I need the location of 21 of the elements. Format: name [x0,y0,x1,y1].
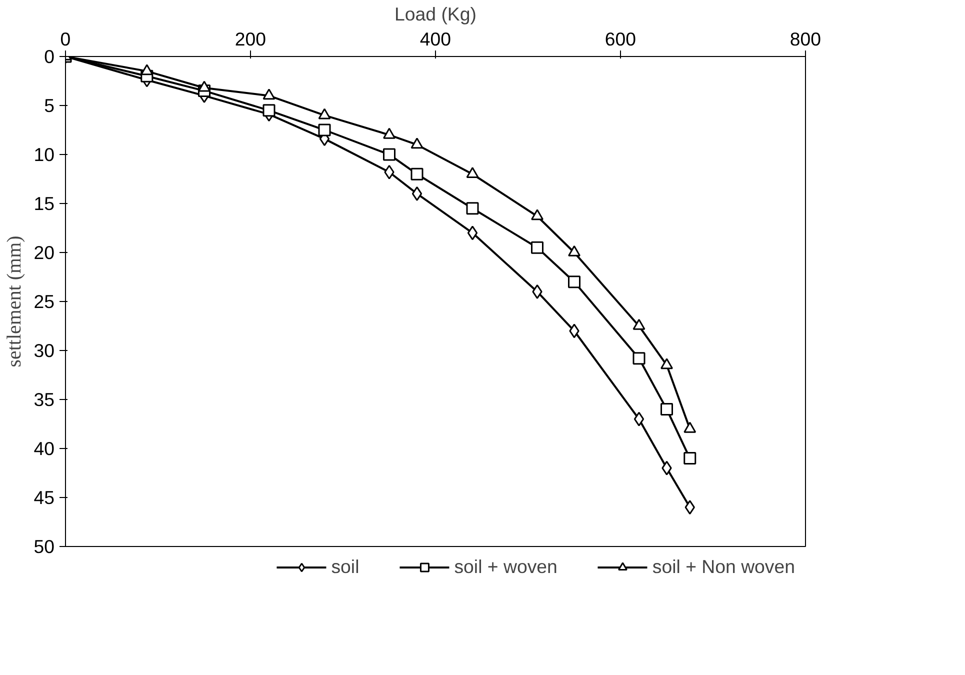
y-tick-label: 35 [34,389,55,410]
x-axis-title: Load (Kg) [394,4,476,24]
y-tick-label: 50 [34,536,55,557]
y-tick-label: 45 [34,487,55,508]
y-tick-label: 15 [34,193,55,214]
x-tick-label: 200 [234,28,266,50]
y-tick-label: 30 [34,340,55,361]
y-tick-label: 25 [34,291,55,312]
y-tick-label: 40 [34,438,55,459]
y-axis-title: settlement (mm) [4,236,26,368]
x-tick-label: 400 [420,28,452,50]
y-tick-label: 0 [44,46,55,67]
x-tick-label: 600 [604,28,636,50]
legend-label: soil + woven [454,556,558,578]
legend-label: soil [331,556,360,578]
legend-label: soil + Non woven [652,556,795,578]
x-tick-label: 0 [60,28,71,50]
x-tick-label: 800 [790,28,822,50]
y-tick-label: 10 [34,144,55,165]
y-tick-label: 20 [34,242,55,263]
y-tick-label: 5 [44,95,55,116]
